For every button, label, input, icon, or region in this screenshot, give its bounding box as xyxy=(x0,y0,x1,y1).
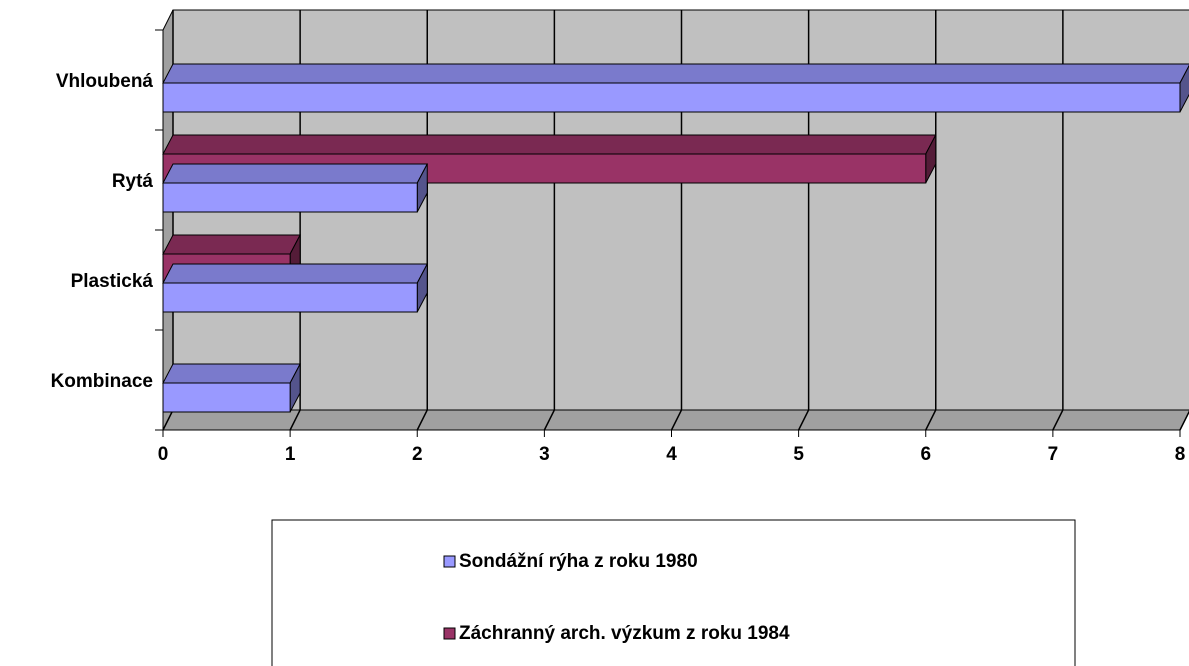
legend-label: Záchranný arch. výzkum z roku 1984 xyxy=(459,623,790,644)
bar-top xyxy=(162,263,429,284)
bar-front xyxy=(162,382,291,413)
grid-line xyxy=(1179,410,1189,431)
grid-line xyxy=(1052,10,1064,431)
x-tick-label: 0 xyxy=(158,444,169,465)
x-tick-label: 8 xyxy=(1175,444,1186,465)
bar xyxy=(162,63,1189,113)
x-tick-label: 7 xyxy=(1048,444,1059,465)
bar-front xyxy=(162,82,1181,113)
y-tick-label: Vhloubená xyxy=(56,71,154,92)
x-tick-label: 3 xyxy=(539,444,550,465)
bar-top xyxy=(162,63,1189,84)
legend-swatch xyxy=(443,627,456,640)
bar-top xyxy=(162,363,301,384)
bar-front xyxy=(162,182,418,213)
bar-front xyxy=(162,282,418,313)
y-tick-label: Plastická xyxy=(71,271,154,292)
bar xyxy=(162,363,301,413)
bar-top xyxy=(162,163,429,184)
bar xyxy=(162,263,429,313)
x-tick-label: 1 xyxy=(285,444,296,465)
y-tick-label: Kombinace xyxy=(51,371,153,392)
x-tick-label: 2 xyxy=(412,444,423,465)
bar xyxy=(162,163,429,213)
bar-top xyxy=(162,134,937,155)
bar-top xyxy=(162,234,301,255)
y-tick-label: Rytá xyxy=(112,171,154,192)
legend-box xyxy=(271,519,1076,666)
x-tick-label: 6 xyxy=(920,444,931,465)
legend-label: Sondážní rýha z roku 1980 xyxy=(459,551,698,572)
legend-swatch xyxy=(443,555,456,568)
x-tick-label: 5 xyxy=(793,444,804,465)
x-tick-label: 4 xyxy=(666,444,677,465)
